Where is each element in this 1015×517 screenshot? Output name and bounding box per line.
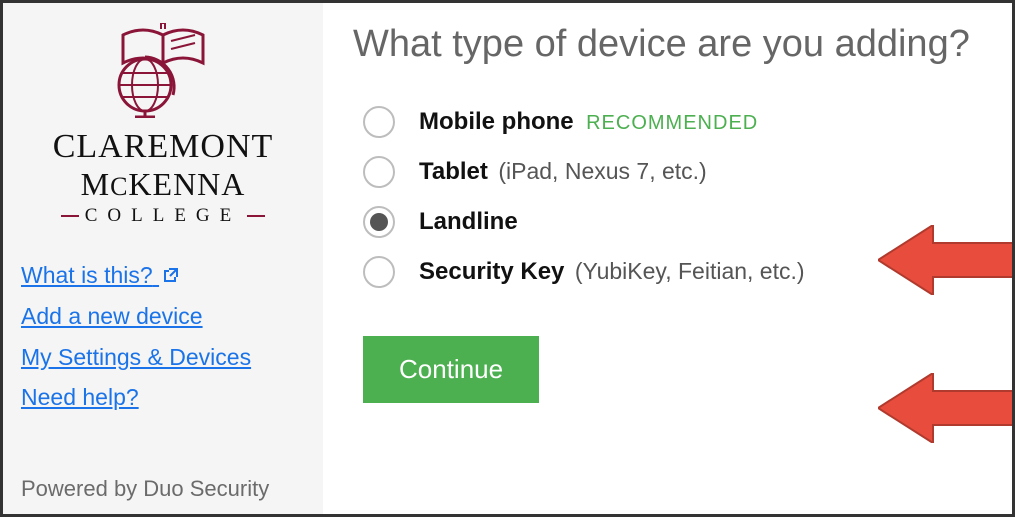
brand-rule-right — [247, 215, 265, 217]
option-label: Mobile phone — [419, 108, 574, 135]
link-need-help[interactable]: Need help? — [21, 379, 139, 416]
recommended-badge: RECOMMENDED — [586, 112, 758, 134]
option-sublabel: (YubiKey, Feitian, etc.) — [575, 258, 805, 284]
link-my-settings[interactable]: My Settings & Devices — [21, 339, 251, 376]
option-landline[interactable]: Landline — [363, 206, 992, 238]
brand-text-line1: CLAREMONT — [53, 128, 274, 166]
brand-rule-left — [61, 215, 79, 217]
brand-logo-block: CLAREMONT MCKENNA COLLEGE — [21, 23, 305, 227]
option-sublabel: (iPad, Nexus 7, etc.) — [498, 158, 706, 184]
option-mobile-phone[interactable]: Mobile phone RECOMMENDED — [363, 106, 992, 138]
device-options: Mobile phone RECOMMENDED Tablet (iPad, N… — [353, 106, 992, 288]
duo-enroll-frame: CLAREMONT MCKENNA COLLEGE What is this? … — [0, 0, 1015, 517]
brand-book-globe-icon — [113, 23, 213, 118]
link-label: What is this? — [21, 262, 153, 288]
brand-text-line2: MCKENNA — [53, 166, 274, 203]
radio-icon — [363, 106, 395, 138]
option-label: Security Key — [419, 258, 564, 285]
option-label: Tablet — [419, 158, 488, 185]
option-label: Landline — [419, 208, 518, 235]
link-what-is-this[interactable]: What is this? — [21, 257, 179, 294]
powered-by-text: Powered by Duo Security — [21, 476, 305, 502]
continue-button[interactable]: Continue — [363, 336, 539, 403]
brand-text-line3: COLLEGE — [85, 205, 242, 227]
radio-icon — [363, 206, 395, 238]
option-security-key[interactable]: Security Key (YubiKey, Feitian, etc.) — [363, 256, 992, 288]
radio-icon — [363, 256, 395, 288]
sidebar-links: What is this? Add a new device My Settin… — [21, 257, 305, 420]
external-link-icon — [163, 257, 179, 273]
sidebar: CLAREMONT MCKENNA COLLEGE What is this? … — [3, 3, 323, 514]
radio-icon — [363, 156, 395, 188]
annotation-arrow-icon — [878, 373, 1015, 443]
link-add-device[interactable]: Add a new device — [21, 298, 203, 335]
page-heading: What type of device are you adding? — [353, 23, 992, 66]
option-tablet[interactable]: Tablet (iPad, Nexus 7, etc.) — [363, 156, 992, 188]
main-panel: What type of device are you adding? Mobi… — [323, 3, 1012, 514]
